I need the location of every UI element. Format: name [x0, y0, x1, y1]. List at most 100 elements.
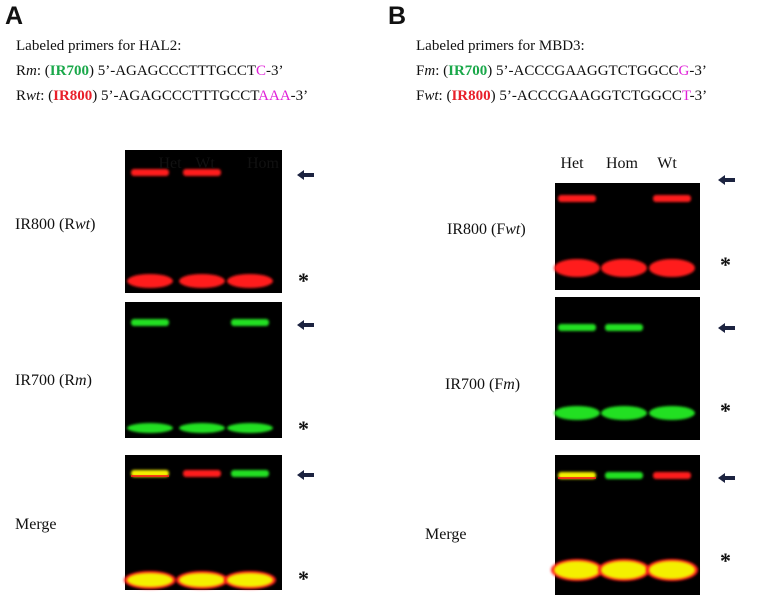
- blob: [179, 274, 225, 288]
- lane-label-text: Het: [560, 155, 584, 172]
- lane-label-text: Wt: [195, 155, 215, 172]
- primer-segment: AAA: [258, 88, 291, 104]
- blob: [554, 561, 600, 579]
- primer-segment: -3’: [266, 63, 284, 79]
- asterisk: *: [720, 550, 731, 572]
- panel-label-text: B: [388, 2, 407, 30]
- panel-label: B: [388, 2, 406, 30]
- primer-line: Rwt: (IR800) 5’-AGAGCCCTTTGCCTAAA-3’: [16, 87, 308, 105]
- row-label-segment: ): [86, 372, 92, 389]
- primer-segment: : (: [438, 88, 452, 104]
- band: [131, 319, 169, 326]
- row-label-segment: ): [520, 221, 526, 238]
- primer-segment: T: [681, 88, 690, 104]
- primer-header: Labeled primers for MBD3:: [416, 37, 585, 55]
- row-label: IR700 (Rm): [15, 372, 92, 390]
- primer-segment: -3’: [290, 88, 309, 104]
- row-label-segment: ): [90, 216, 96, 233]
- blob: [227, 423, 273, 433]
- row-label-segment: ): [514, 376, 521, 393]
- primer-segment: IR700: [49, 63, 89, 79]
- primer-header-text: Labeled primers for MBD3:: [416, 38, 585, 54]
- asterisk-text: *: [720, 398, 731, 423]
- primer-segment: ) 5’-ACCCGAAGGTCTGGCC: [490, 88, 682, 104]
- asterisk-text: *: [720, 252, 731, 277]
- primer-segment: C: [256, 63, 267, 79]
- primer-segment: G: [678, 63, 690, 79]
- primer-segment: -3’: [689, 63, 707, 79]
- row-label-segment: Merge: [425, 526, 467, 543]
- primer-segment: ) 5’-ACCCGAAGGTCTGGCC: [487, 63, 679, 79]
- blob: [227, 573, 273, 587]
- blob: [601, 259, 647, 277]
- band-rim: [558, 477, 596, 479]
- band: [183, 470, 221, 477]
- band: [131, 169, 169, 176]
- blob: [649, 561, 695, 579]
- lane-label-text: Hom: [606, 155, 638, 172]
- lane-label: Het: [560, 155, 583, 173]
- lane-label: Het: [158, 155, 181, 173]
- primer-header-text: Labeled primers for HAL2:: [16, 38, 182, 54]
- band: [653, 472, 691, 479]
- lane-label: Hom: [247, 155, 279, 173]
- blob: [601, 406, 647, 420]
- primer-segment: wt: [26, 88, 41, 104]
- row-label-segment: IR800 (F: [447, 221, 506, 238]
- row-label-segment: IR700 (R: [15, 372, 75, 389]
- band: [605, 324, 643, 331]
- primer-line: Fm: (IR700) 5’-ACCCGAAGGTCTGGCCG-3’: [416, 62, 707, 80]
- arrow: [297, 170, 314, 180]
- primer-segment: ) 5’-AGAGCCCTTTGCCT: [88, 63, 257, 79]
- primer-segment: R: [16, 63, 27, 79]
- row-label: IR800 (Fwt): [447, 221, 526, 239]
- primer-segment: -3’: [689, 88, 708, 104]
- primer-segment: : (: [435, 63, 449, 79]
- arrow: [297, 320, 314, 330]
- asterisk-text: *: [298, 416, 309, 441]
- asterisk-text: *: [720, 548, 731, 573]
- band: [605, 472, 643, 479]
- blob: [127, 274, 173, 288]
- primer-segment: m: [424, 63, 436, 79]
- row-label-segment: wt: [75, 216, 91, 233]
- primer-segment: wt: [424, 88, 439, 104]
- primer-segment: IR700: [448, 63, 488, 79]
- row-label-segment: IR800 (R: [15, 216, 75, 233]
- blob: [179, 573, 225, 587]
- row-label-segment: Merge: [15, 516, 57, 533]
- asterisk: *: [720, 400, 731, 422]
- blob: [554, 406, 600, 420]
- lane-label: Wt: [657, 155, 677, 173]
- asterisk: *: [298, 418, 309, 440]
- band: [231, 470, 269, 477]
- primer-segment: IR800: [53, 88, 93, 104]
- primer-header: Labeled primers for HAL2:: [16, 37, 181, 55]
- blob: [179, 423, 225, 433]
- primer-segment: R: [16, 88, 27, 104]
- blob: [649, 259, 695, 277]
- primer-line: Rm: (IR700) 5’-AGAGCCCTTTGCCTC-3’: [16, 62, 284, 80]
- lane-label: Wt: [195, 155, 215, 173]
- blob: [227, 274, 273, 288]
- arrow: [718, 175, 735, 185]
- band: [558, 324, 596, 331]
- band: [558, 195, 596, 202]
- primer-segment: : (: [40, 88, 54, 104]
- panel-label-text: A: [5, 2, 24, 30]
- arrow: [718, 323, 735, 333]
- panel-label: A: [5, 2, 23, 30]
- row-label: Merge: [15, 516, 56, 534]
- row-label-segment: wt: [505, 221, 521, 238]
- primer-segment: m: [26, 63, 37, 79]
- row-label-segment: m: [75, 372, 87, 389]
- blob: [127, 423, 173, 433]
- asterisk: *: [298, 270, 309, 292]
- lane-label-text: Wt: [657, 155, 677, 172]
- band: [653, 195, 691, 202]
- asterisk: *: [720, 254, 731, 276]
- primer-segment: F: [416, 63, 425, 79]
- blob: [127, 573, 173, 587]
- primer-segment: IR800: [451, 88, 491, 104]
